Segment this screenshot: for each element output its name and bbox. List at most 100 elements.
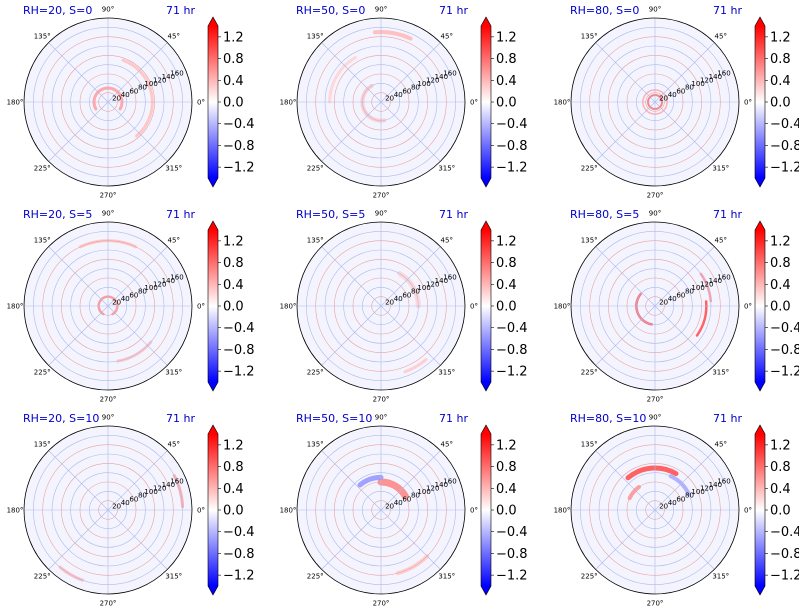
- panel-title: RH=80, S=10: [570, 412, 646, 425]
- colorbar-extend-top: [481, 221, 491, 230]
- polar-panel: 0°45°90°135°180°225°270°315°20 40 60 801001…: [7, 412, 255, 608]
- colorbar-tick-label: 1.2: [223, 234, 244, 249]
- panel-title: RH=20, S=0: [23, 4, 92, 17]
- angle-tick-label: 0°: [197, 99, 205, 107]
- colorbar: 1.2 0.8 0.4 0.0 −0.4 −0.8 −1.2: [754, 424, 799, 596]
- polar-panel: 0°45°90°135°180°225°270°315°20 40 60 801001…: [554, 208, 799, 404]
- angular-gridline: [48, 305, 109, 366]
- angle-tick-label: 270°: [647, 600, 664, 608]
- colorbar-tick-label: −1.2: [496, 365, 528, 380]
- polar-frame: [23, 17, 193, 187]
- angular-gridline: [380, 509, 441, 570]
- colorbar-tick-label: −0.4: [770, 117, 799, 132]
- colorbar-fill: [208, 230, 218, 382]
- angular-gridline: [321, 305, 382, 366]
- angle-tick-label: 90°: [375, 210, 387, 218]
- angular-gridline: [380, 246, 441, 307]
- colorbar-tick-label: 0.4: [770, 278, 791, 293]
- polar-frame: [570, 17, 740, 187]
- angle-tick-label: 90°: [649, 6, 661, 14]
- angle-tick-label: 315°: [165, 164, 182, 172]
- radial-tick-label: 160: [717, 69, 730, 77]
- angle-tick-label: 315°: [712, 572, 729, 580]
- radial-tick-label: 40: [394, 499, 403, 507]
- colorbar-fill: [208, 26, 218, 178]
- time-label: 71 hr: [439, 412, 468, 425]
- angle-tick-label: 90°: [102, 414, 114, 422]
- colorbar-fill: [481, 230, 491, 382]
- radial-tick-label: 40: [394, 91, 403, 99]
- angle-tick-label: 45°: [715, 33, 727, 41]
- colorbar-fill: [755, 230, 765, 382]
- angle-tick-label: 45°: [168, 237, 180, 245]
- angle-tick-label: 135°: [581, 441, 598, 449]
- colorbar-tick-label: 0.8: [770, 52, 791, 67]
- angle-tick-label: 315°: [165, 572, 182, 580]
- colorbar-tick-label: 1.2: [223, 438, 244, 453]
- radial-tick-label: 140: [162, 277, 175, 285]
- radial-tick-label: 140: [435, 277, 448, 285]
- angular-gridline: [321, 450, 382, 511]
- angular-gridline: [48, 509, 109, 570]
- radial-tick-label: 20: [385, 298, 394, 306]
- angle-tick-label: 0°: [470, 303, 478, 311]
- colorbar-tick-label: −1.2: [770, 161, 799, 176]
- angle-tick-label: 270°: [100, 396, 117, 404]
- angular-gridline: [595, 42, 656, 103]
- angular-gridline: [595, 101, 656, 162]
- colorbar-tick-label: 0.4: [770, 74, 791, 89]
- colorbar-tick-label: −1.2: [223, 365, 255, 380]
- radial-tick-label: 20: [385, 94, 394, 102]
- polar-frame: [296, 17, 466, 187]
- colorbar-tick-label: −0.8: [770, 547, 799, 562]
- radial-tick-label: 140: [709, 277, 722, 285]
- radial-tick-label: 140: [709, 481, 722, 489]
- radial-tick-label: 140: [709, 73, 722, 81]
- colorbar-extend-bottom: [755, 382, 765, 391]
- angle-tick-label: 0°: [470, 507, 478, 515]
- colorbar-tick-label: 0.8: [496, 460, 517, 475]
- angle-tick-label: 270°: [373, 396, 390, 404]
- polar-panel: 0°45°90°135°180°225°270°315°20 40 60 801001…: [7, 4, 255, 200]
- time-label: 71 hr: [166, 412, 195, 425]
- angular-gridline: [107, 305, 168, 366]
- angle-tick-label: 90°: [649, 414, 661, 422]
- colorbar-extend-top: [208, 221, 218, 230]
- radial-tick-label: 120: [700, 77, 713, 85]
- angle-tick-label: 135°: [34, 237, 51, 245]
- colorbar-extend-bottom: [481, 586, 491, 595]
- colorbar-outline: [480, 220, 492, 392]
- colorbar-tick-label: 0.0: [770, 300, 791, 315]
- radial-tick-label: 160: [443, 273, 456, 281]
- data-feature: [625, 465, 679, 481]
- angle-tick-label: 90°: [102, 6, 114, 14]
- polar-panel: 0°45°90°135°180°225°270°315°20 40 60 801001…: [280, 208, 528, 404]
- panel-title: RH=20, S=10: [23, 412, 99, 425]
- radial-tick-label: 20: [112, 502, 121, 510]
- data-feature: [357, 474, 384, 488]
- colorbar-outline: [754, 220, 766, 392]
- angle-tick-label: 315°: [165, 368, 182, 376]
- colorbar-tick-label: −1.2: [770, 365, 799, 380]
- radial-tick-label: 140: [435, 73, 448, 81]
- radial-tick-label: 140: [162, 73, 175, 81]
- radial-tick-label: 40: [121, 499, 130, 507]
- radial-tick-label: 120: [426, 281, 439, 289]
- colorbar-tick-label: 0.8: [770, 256, 791, 271]
- angular-gridline: [654, 42, 715, 103]
- radial-tick-label: 60: [129, 291, 138, 299]
- colorbar-extend-top: [481, 425, 491, 434]
- angle-tick-label: 270°: [100, 192, 117, 200]
- polar-panel: 0°45°90°135°180°225°270°315°20 40 60 801001…: [7, 208, 255, 404]
- colorbar-extend-top: [755, 17, 765, 26]
- angle-tick-label: 0°: [197, 303, 205, 311]
- colorbar-tick-label: −1.2: [223, 569, 255, 584]
- angular-gridline: [654, 450, 715, 511]
- angular-gridline: [48, 42, 109, 103]
- angular-gridline: [380, 42, 441, 103]
- colorbar-fill: [755, 26, 765, 178]
- angle-tick-label: 135°: [34, 33, 51, 41]
- radial-tick-label: 100: [144, 80, 157, 88]
- radial-tick-label: 40: [394, 295, 403, 303]
- colorbar-tick-label: 0.4: [496, 278, 517, 293]
